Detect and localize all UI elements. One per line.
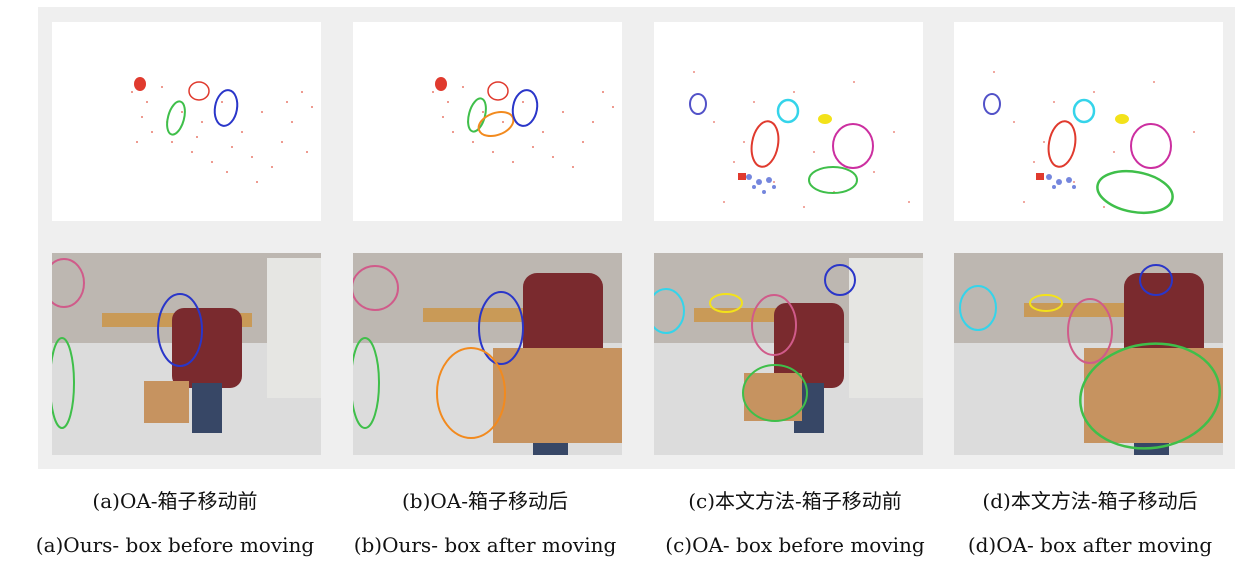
- cabinet: [267, 258, 321, 398]
- pink-ellipse: [1067, 298, 1113, 364]
- purple-ellipsoid: [689, 93, 707, 115]
- person: [172, 308, 242, 388]
- red-ellipsoid: [750, 120, 780, 168]
- caption-en-b: (b)Ours- box after moving: [353, 533, 617, 557]
- photo-view-d: [954, 253, 1223, 455]
- yellow-ellipse: [709, 293, 743, 313]
- point-cloud: [993, 71, 1195, 208]
- red-ellipsoid: [487, 81, 509, 101]
- person: [774, 303, 844, 388]
- point-cloud: [432, 86, 614, 168]
- map-view-d: [954, 22, 1223, 221]
- cyan-ellipse: [654, 288, 685, 334]
- red-ellipsoid: [1047, 120, 1077, 168]
- photo-view-c: [654, 253, 923, 455]
- cyan-ellipse: [959, 285, 997, 331]
- green-ellipsoid: [467, 97, 487, 133]
- blue-ellipse: [1139, 264, 1173, 296]
- caption-cn-b: (b)OA-箱子移动后: [401, 489, 568, 513]
- blue-ellipsoid: [213, 89, 239, 127]
- person-legs: [192, 383, 222, 433]
- green-ellipsoid: [1096, 169, 1174, 215]
- red-ellipsoid-small: [435, 77, 447, 91]
- red-small-object: [738, 173, 746, 180]
- yellow-object: [818, 114, 832, 124]
- orange-ellipse: [436, 347, 506, 439]
- cabinet: [849, 258, 923, 398]
- green-ellipse: [52, 337, 75, 429]
- map-view-b: [353, 22, 622, 221]
- desk: [423, 308, 533, 322]
- blue-ellipse: [157, 293, 203, 367]
- point-cloud: [693, 71, 910, 208]
- red-ellipsoid-small: [134, 77, 146, 91]
- box: [1084, 348, 1223, 443]
- caption-cn-d: (d)本文方法-箱子移动后: [982, 489, 1198, 513]
- green-ellipsoid: [166, 100, 186, 136]
- green-ellipse: [1079, 342, 1221, 450]
- point-cloud: [131, 86, 313, 183]
- caption-cn-a: (a)OA-箱子移动前: [92, 489, 258, 513]
- green-ellipse: [353, 337, 380, 429]
- blue-point-cluster: [1046, 174, 1076, 189]
- cyan-ellipsoid: [1072, 98, 1096, 124]
- desk: [1024, 303, 1134, 317]
- blue-point-cluster: [746, 174, 776, 194]
- purple-ellipsoid: [983, 93, 1001, 115]
- blue-ellipse: [824, 264, 856, 296]
- map-view-c: [654, 22, 923, 221]
- blue-ellipsoid: [511, 89, 539, 127]
- magenta-ellipsoid: [1130, 123, 1172, 169]
- box: [493, 348, 622, 443]
- yellow-ellipse: [1029, 294, 1063, 312]
- pink-ellipse: [751, 294, 797, 356]
- photo-view-a: [52, 253, 321, 455]
- cyan-ellipsoid: [776, 98, 800, 124]
- green-ellipse: [742, 364, 808, 422]
- person: [1124, 273, 1204, 363]
- person: [523, 273, 603, 363]
- box: [144, 381, 189, 423]
- caption-en-a: (a)Ours- box before moving: [35, 533, 315, 557]
- map-view-a: [52, 22, 321, 221]
- red-ellipsoid: [188, 81, 210, 101]
- green-ellipsoid: [808, 166, 858, 194]
- yellow-object: [1115, 114, 1129, 124]
- red-small-object: [1036, 173, 1044, 180]
- photo-view-b: [353, 253, 622, 455]
- blue-ellipse: [478, 291, 524, 365]
- caption-en-c: (c)OA- box before moving: [665, 533, 925, 557]
- pink-ellipse: [52, 258, 85, 308]
- pink-ellipse: [353, 265, 399, 311]
- caption-en-d: (d)OA- box after moving: [967, 533, 1213, 557]
- magenta-ellipsoid: [832, 123, 874, 169]
- caption-cn-c: (c)本文方法-箱子移动前: [688, 489, 902, 513]
